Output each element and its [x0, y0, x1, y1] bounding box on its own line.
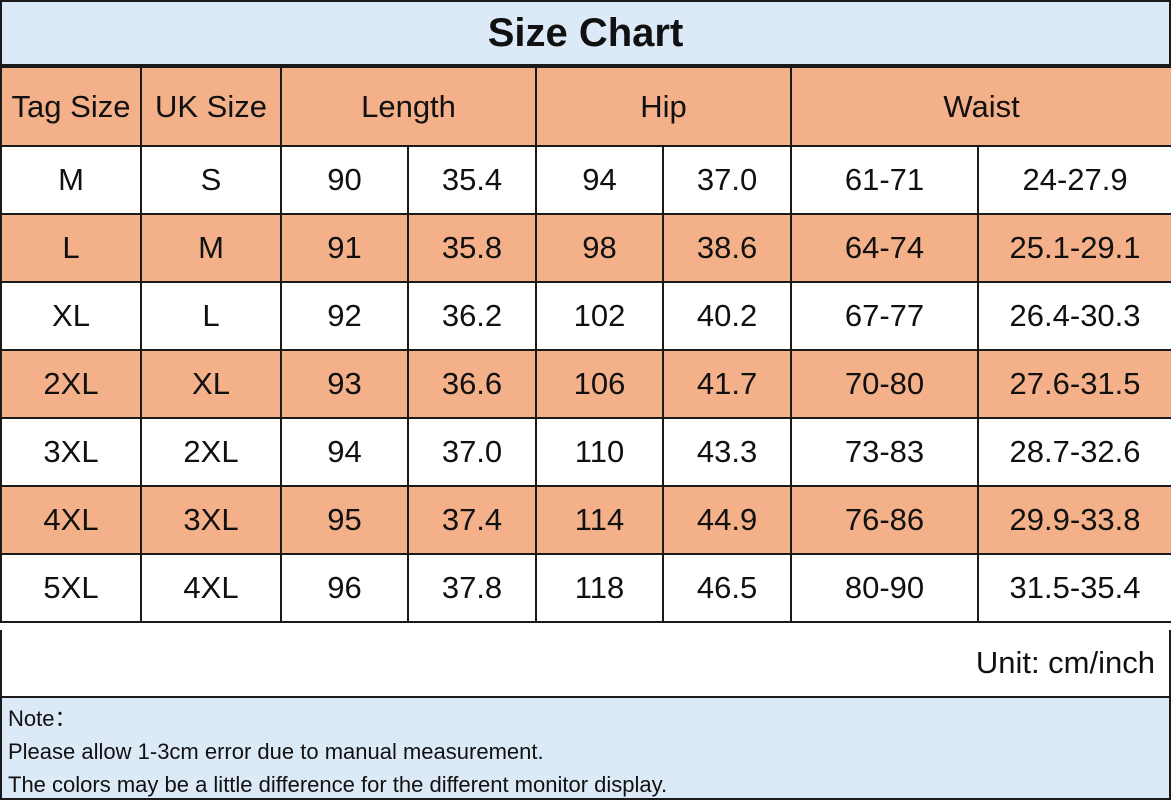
cell-length-cm: 94 — [280, 417, 409, 487]
cell-hip-cm: 102 — [535, 281, 665, 351]
cell-length-inch: 37.0 — [406, 417, 538, 487]
cell-uk-size: M — [140, 213, 282, 283]
cell-hip-cm: 114 — [535, 485, 665, 555]
cell-waist-inch: 31.5-35.4 — [977, 553, 1171, 623]
cell-length-inch: 36.6 — [406, 349, 538, 419]
size-table: Tag Size UK Size Length Hip Waist M S 90 35… — [0, 66, 1171, 623]
table-row: M S 90 35.4 94 37.0 61-71 24-27.9 — [0, 145, 1171, 215]
cell-waist-cm: 64-74 — [790, 213, 980, 283]
cell-waist-cm: 67-77 — [790, 281, 980, 351]
notes-heading: Note： — [8, 706, 77, 731]
cell-uk-size: 4XL — [140, 553, 282, 623]
header-row: Tag Size UK Size Length Hip Waist — [0, 66, 1171, 147]
cell-tag-size: 2XL — [0, 349, 142, 419]
cell-waist-inch: 25.1-29.1 — [977, 213, 1171, 283]
cell-length-inch: 35.4 — [406, 145, 538, 215]
table-row: 2XL XL 93 36.6 106 41.7 70-80 27.6-31.5 — [0, 349, 1171, 419]
cell-tag-size: M — [0, 145, 142, 215]
cell-length-inch: 37.4 — [406, 485, 538, 555]
cell-hip-cm: 110 — [535, 417, 665, 487]
cell-uk-size: 3XL — [140, 485, 282, 555]
cell-hip-inch: 41.7 — [662, 349, 793, 419]
cell-tag-size: XL — [0, 281, 142, 351]
cell-hip-cm: 98 — [535, 213, 665, 283]
header-tag-size: Tag Size — [0, 66, 142, 147]
cell-waist-inch: 29.9-33.8 — [977, 485, 1171, 555]
cell-hip-inch: 40.2 — [662, 281, 793, 351]
cell-hip-inch: 37.0 — [662, 145, 793, 215]
cell-length-inch: 36.2 — [406, 281, 538, 351]
cell-hip-inch: 46.5 — [662, 553, 793, 623]
table-row: XL L 92 36.2 102 40.2 67-77 26.4-30.3 — [0, 281, 1171, 351]
cell-length-cm: 93 — [280, 349, 409, 419]
cell-uk-size: L — [140, 281, 282, 351]
header-waist: Waist — [790, 66, 1171, 147]
cell-length-cm: 92 — [280, 281, 409, 351]
header-length: Length — [279, 66, 538, 147]
table-row: 3XL 2XL 94 37.0 110 43.3 73-83 28.7-32.6 — [0, 417, 1171, 487]
cell-waist-cm: 70-80 — [790, 349, 980, 419]
cell-waist-inch: 27.6-31.5 — [977, 349, 1171, 419]
cell-uk-size: S — [140, 145, 282, 215]
cell-hip-cm: 106 — [535, 349, 665, 419]
table-row: 5XL 4XL 96 37.8 118 46.5 80-90 31.5-35.4 — [0, 553, 1171, 623]
table-row: L M 91 35.8 98 38.6 64-74 25.1-29.1 — [0, 213, 1171, 283]
cell-waist-inch: 26.4-30.3 — [977, 281, 1171, 351]
header-uk-size: UK Size — [140, 66, 282, 147]
cell-length-cm: 95 — [280, 485, 409, 555]
cell-length-inch: 35.8 — [406, 213, 538, 283]
cell-uk-size: XL — [140, 349, 282, 419]
cell-uk-size: 2XL — [140, 417, 282, 487]
chart-title: Size Chart — [0, 0, 1171, 66]
cell-length-inch: 37.8 — [406, 553, 538, 623]
cell-waist-cm: 61-71 — [790, 145, 980, 215]
cell-length-cm: 90 — [280, 145, 409, 215]
header-hip: Hip — [535, 66, 793, 147]
cell-length-cm: 96 — [280, 553, 409, 623]
cell-hip-inch: 43.3 — [662, 417, 793, 487]
cell-waist-inch: 24-27.9 — [977, 145, 1171, 215]
unit-label: Unit: cm/inch — [0, 630, 1171, 698]
cell-hip-cm: 94 — [535, 145, 665, 215]
cell-hip-cm: 118 — [535, 553, 665, 623]
table-row: 4XL 3XL 95 37.4 114 44.9 76-86 29.9-33.8 — [0, 485, 1171, 555]
cell-tag-size: 3XL — [0, 417, 142, 487]
cell-hip-inch: 38.6 — [662, 213, 793, 283]
notes-line-1: Please allow 1-3cm error due to manual m… — [8, 739, 544, 764]
cell-waist-inch: 28.7-32.6 — [977, 417, 1171, 487]
cell-waist-cm: 80-90 — [790, 553, 980, 623]
notes-line-2: The colors may be a little difference fo… — [8, 772, 668, 797]
notes-section: Note： Please allow 1-3cm error due to ma… — [0, 698, 1171, 800]
cell-tag-size: L — [0, 213, 142, 283]
cell-hip-inch: 44.9 — [662, 485, 793, 555]
cell-waist-cm: 73-83 — [790, 417, 980, 487]
cell-tag-size: 4XL — [0, 485, 142, 555]
cell-waist-cm: 76-86 — [790, 485, 980, 555]
cell-tag-size: 5XL — [0, 553, 142, 623]
cell-length-cm: 91 — [280, 213, 409, 283]
